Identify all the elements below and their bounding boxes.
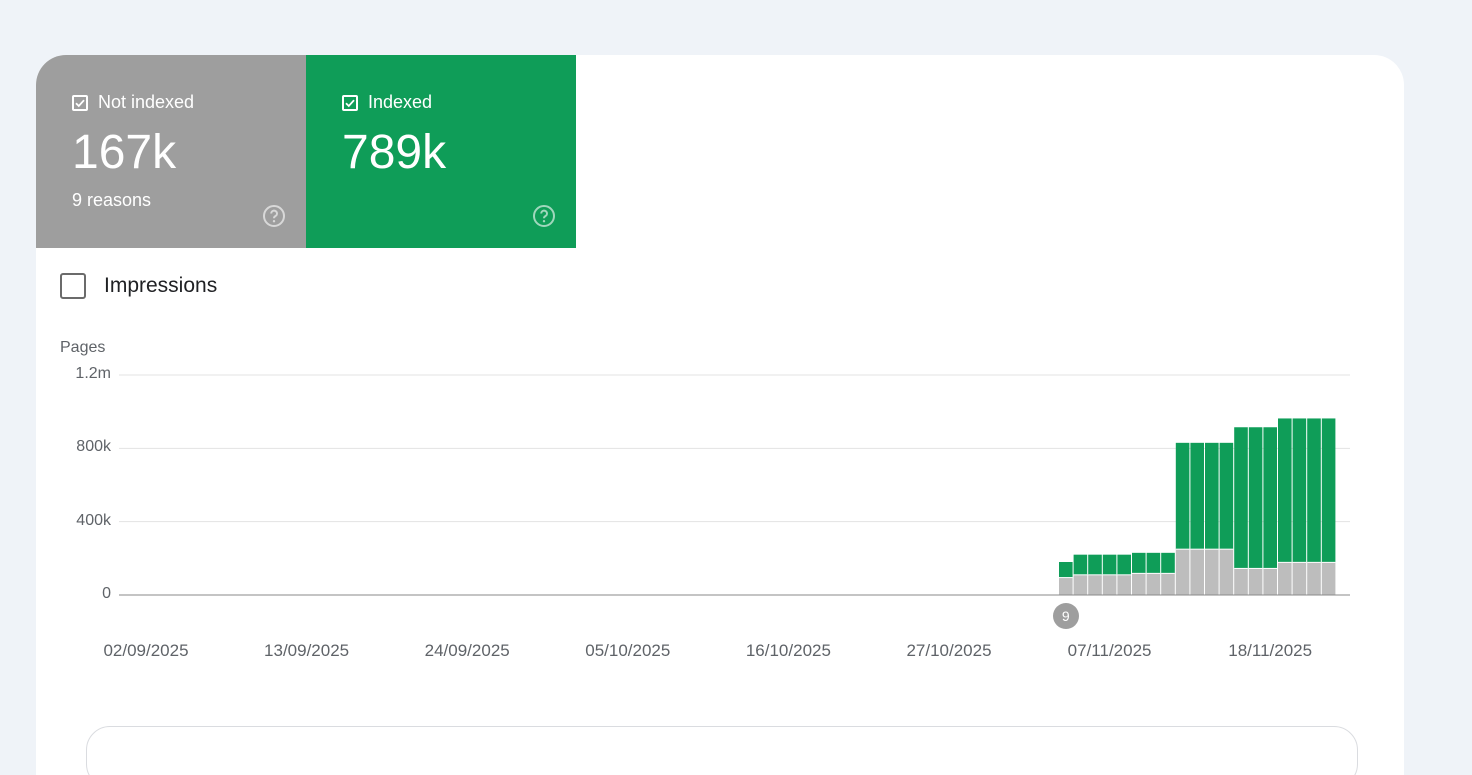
bar-indexed bbox=[1175, 442, 1190, 550]
bar-indexed bbox=[1278, 418, 1292, 563]
impressions-label: Impressions bbox=[104, 274, 218, 297]
x-tick-label: 16/10/2025 bbox=[745, 641, 831, 660]
bar-indexed bbox=[1263, 427, 1277, 569]
bar-not-indexed bbox=[1205, 549, 1219, 595]
checkbox-unchecked-icon[interactable] bbox=[60, 273, 86, 299]
bar-indexed bbox=[1248, 427, 1263, 569]
bar-indexed bbox=[1205, 442, 1219, 550]
y-axis-label: Pages bbox=[60, 339, 106, 356]
annotation-marker[interactable]: 9 bbox=[1052, 603, 1079, 629]
x-tick-label: 07/11/2025 bbox=[1067, 641, 1152, 660]
bar-not-indexed bbox=[1278, 562, 1292, 595]
not-indexed-reasons: 9 reasons bbox=[72, 190, 152, 210]
report-card: Not indexed 167k 9 reasons Indexed 789k … bbox=[36, 55, 1404, 775]
indexed-header: Indexed bbox=[342, 92, 432, 113]
bar-indexed bbox=[1307, 418, 1321, 563]
bar-not-indexed bbox=[1102, 574, 1117, 595]
help-icon[interactable] bbox=[262, 204, 286, 228]
bar-indexed bbox=[1088, 554, 1102, 575]
pages-chart bbox=[119, 374, 1350, 596]
x-tick-label: 02/09/2025 bbox=[103, 641, 189, 660]
bar-not-indexed bbox=[1292, 562, 1307, 595]
x-tick-label: 24/09/2025 bbox=[424, 641, 510, 660]
x-tick-label: 18/11/2025 bbox=[1228, 641, 1313, 660]
bar-indexed bbox=[1073, 554, 1088, 575]
bar-not-indexed bbox=[1175, 549, 1190, 595]
bar-not-indexed bbox=[1321, 562, 1336, 595]
indexed-value: 789k bbox=[342, 126, 447, 179]
bar-not-indexed bbox=[1219, 549, 1234, 595]
bar-indexed bbox=[1059, 562, 1073, 578]
checkbox-checked-icon[interactable] bbox=[72, 94, 88, 111]
bar-not-indexed bbox=[1161, 573, 1175, 595]
bar-indexed bbox=[1292, 418, 1307, 563]
x-tick-label: 05/10/2025 bbox=[585, 641, 671, 660]
details-panel bbox=[86, 726, 1358, 775]
impressions-toggle[interactable]: Impressions bbox=[60, 273, 217, 299]
bar-indexed bbox=[1234, 427, 1248, 569]
bar-not-indexed bbox=[1088, 574, 1102, 595]
y-tick-label: 800k bbox=[76, 438, 111, 456]
bar-not-indexed bbox=[1248, 568, 1263, 595]
bar-not-indexed bbox=[1132, 573, 1146, 595]
bar-indexed bbox=[1102, 554, 1117, 575]
not-indexed-header: Not indexed bbox=[72, 92, 194, 113]
bar-indexed bbox=[1219, 442, 1234, 550]
indexed-label: Indexed bbox=[368, 92, 433, 112]
y-tick-label: 1.2m bbox=[75, 365, 111, 382]
bar-indexed bbox=[1161, 552, 1175, 574]
not-indexed-label: Not indexed bbox=[98, 92, 195, 112]
checkbox-checked-icon[interactable] bbox=[342, 94, 358, 111]
bar-not-indexed bbox=[1146, 573, 1161, 595]
x-tick-label: 13/09/2025 bbox=[264, 641, 350, 660]
bar-not-indexed bbox=[1059, 577, 1073, 595]
y-tick-label: 400k bbox=[76, 511, 111, 529]
bar-not-indexed bbox=[1307, 562, 1321, 595]
bar-not-indexed bbox=[1234, 568, 1248, 595]
bar-not-indexed bbox=[1263, 568, 1277, 595]
bar-indexed bbox=[1146, 552, 1161, 574]
bar-indexed bbox=[1117, 554, 1131, 575]
bar-not-indexed bbox=[1190, 549, 1204, 595]
not-indexed-value: 167k bbox=[72, 126, 177, 179]
bar-not-indexed bbox=[1117, 574, 1131, 595]
bar-indexed bbox=[1190, 442, 1204, 550]
bar-not-indexed bbox=[1073, 574, 1088, 595]
indexed-tile[interactable]: Indexed 789k bbox=[306, 55, 576, 248]
help-icon[interactable] bbox=[532, 204, 556, 228]
not-indexed-tile[interactable]: Not indexed 167k 9 reasons bbox=[36, 55, 306, 248]
bar-indexed bbox=[1321, 418, 1336, 563]
y-tick-label: 0 bbox=[102, 585, 111, 602]
bar-indexed bbox=[1132, 552, 1146, 574]
x-tick-label: 27/10/2025 bbox=[906, 641, 992, 660]
